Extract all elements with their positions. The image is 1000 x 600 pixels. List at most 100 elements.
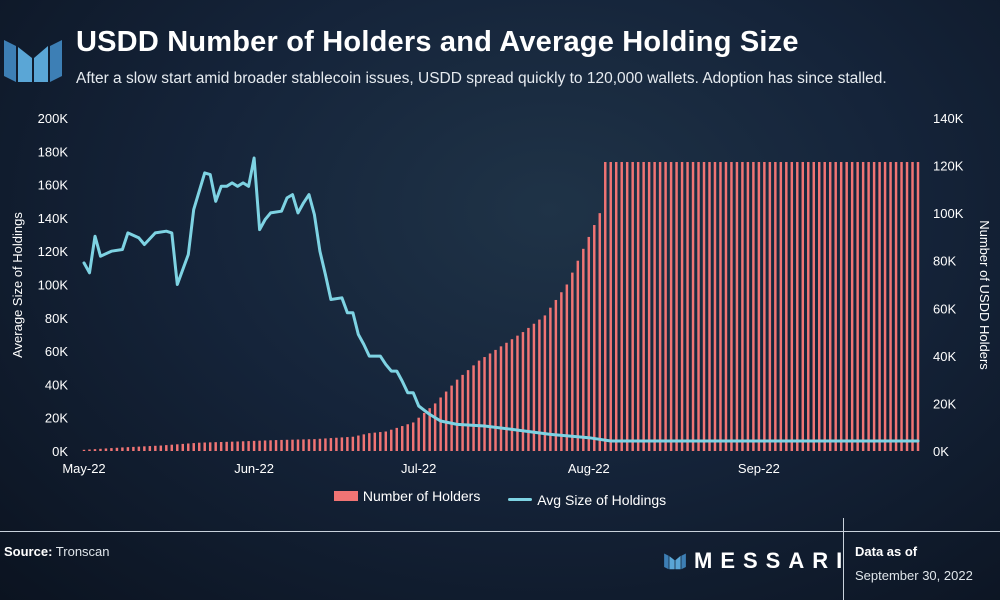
holders-bar [351,436,355,451]
holders-bar [763,162,766,451]
holders-bar [230,441,234,451]
holders-bar [560,292,563,451]
holders-bar [274,440,278,451]
holders-bar [554,299,558,451]
holders-bar [170,444,174,451]
holders-bar [823,162,826,451]
holders-bar [236,441,239,451]
holders-bar [455,379,459,451]
holders-bar [411,422,415,451]
legend-swatch-avg [508,498,533,501]
holders-bar [258,440,261,451]
holders-bar [883,162,887,451]
holders-bar [521,332,525,451]
x-tick-label: May-22 [62,461,105,476]
holders-bar [516,335,519,451]
y-left-tick-label: 160K [38,178,69,193]
holders-bar [428,408,431,451]
holders-bar [340,437,344,451]
holders-bar [828,162,832,451]
y-right-tick-label: 120K [933,159,964,174]
x-tick-label: Aug-22 [568,461,610,476]
page-subtitle: After a slow start amid broader stableco… [76,70,887,87]
holders-bar [527,327,530,451]
y-left-tick-label: 120K [38,244,69,259]
y-right-tick-label: 0K [933,444,949,459]
holders-bar [368,433,371,451]
holders-bar [614,162,618,451]
holders-bar [609,162,612,451]
source-label: Source: [4,544,53,559]
holders-bar [768,162,772,451]
holders-bar [538,319,541,451]
holders-bar [713,162,717,451]
holders-bar [658,162,662,451]
holders-bar [664,162,667,451]
holders-bar [115,447,119,451]
holders-bar [807,162,810,451]
y-right-tick-label: 20K [933,396,956,411]
holders-bar [466,370,470,451]
y-left-tick-label: 100K [38,278,69,293]
holders-bar [647,162,651,451]
holders-bar [785,162,788,451]
holders-bar [187,443,190,451]
holders-bar [565,284,569,451]
legend-item-holders: Number of Holders [333,488,480,504]
holders-bar [669,162,673,451]
holders-bar [148,446,152,451]
holders-bar [126,447,130,451]
y-left-tick-label: 80K [45,311,68,326]
holders-bar [225,441,228,451]
holders-bar [839,162,843,451]
y-right-axis-title: Number of USDD Holders [977,220,992,370]
holders-bar [335,437,338,451]
holders-bar [247,441,250,451]
holders-bar [571,272,574,451]
holders-bar [241,441,245,451]
holders-bar [395,427,398,451]
legend-label-avg: Avg Size of Holdings [537,491,667,508]
x-tick-label: Jul-22 [401,461,436,476]
holders-bar [252,440,256,451]
holders-bar [401,426,404,451]
holders-bar [176,444,179,451]
holders-bar [894,162,898,451]
holders-bar [582,248,585,451]
holders-bar [121,447,124,451]
holders-bar [208,442,212,451]
chart-legend: Number of Holders Avg Size of Holdings [0,488,1000,508]
holders-bar [88,449,91,451]
holders-bar [916,162,920,451]
holders-bar [384,431,388,451]
holders-bar [911,162,914,451]
holders-bar [197,442,201,451]
x-tick-label: Sep-22 [738,461,780,476]
data-as-of-date: September 30, 2022 [855,568,973,583]
holders-bar [346,437,349,451]
y-left-tick-label: 40K [45,377,68,392]
holders-bar [362,434,366,451]
holders-bar [302,439,305,451]
data-as-of-label: Data as of [855,544,918,559]
holders-bar [724,162,728,451]
holders-bar [746,162,750,451]
holders-bar [181,443,184,451]
holders-bar [796,162,799,451]
footer-vertical-divider [843,518,844,600]
holders-bar [812,162,815,451]
holders-bar [99,448,102,451]
holders-bar [318,438,322,451]
holders-bar [82,449,86,451]
holders-bar [900,162,903,451]
holders-bar [719,162,722,451]
y-right-tick-label: 80K [933,254,956,269]
holders-bar [296,439,300,451]
legend-item-avg: Avg Size of Holdings [508,492,666,508]
holders-bar [132,446,135,451]
holders-bar [801,162,805,451]
legend-swatch-holders [333,491,358,501]
y-right-tick-label: 140K [933,111,964,126]
holders-bar [845,162,848,451]
holders-bar [510,339,514,451]
